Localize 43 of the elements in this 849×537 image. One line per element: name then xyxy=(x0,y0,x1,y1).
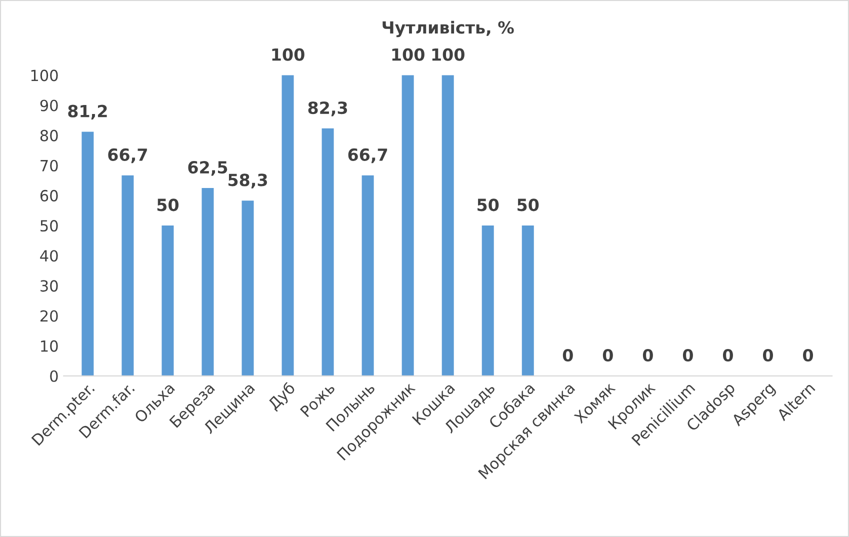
y-tick-label: 90 xyxy=(40,100,58,112)
data-label: 100 xyxy=(432,48,464,61)
data-label: 82,3 xyxy=(308,101,348,116)
chart-title: Чутливість, % xyxy=(382,20,514,38)
data-label: 50 xyxy=(518,198,539,212)
bar xyxy=(242,200,254,376)
data-label: 0 xyxy=(762,348,773,362)
y-tick-label: 60 xyxy=(40,190,58,202)
y-tick-label: 70 xyxy=(40,160,58,172)
data-label: 0 xyxy=(602,348,613,362)
data-label: 100 xyxy=(392,48,424,61)
y-tick-label: 100 xyxy=(31,70,58,82)
bar xyxy=(202,188,214,376)
y-tick-label: 40 xyxy=(40,250,58,262)
data-label: 0 xyxy=(642,348,653,362)
bar xyxy=(482,226,494,376)
bar xyxy=(282,75,294,376)
data-label: 0 xyxy=(562,348,573,362)
y-tick-label: 20 xyxy=(40,310,58,322)
data-label: 66,7 xyxy=(108,148,147,164)
y-tick-label: 10 xyxy=(41,340,58,352)
data-label: 81,2 xyxy=(68,104,107,120)
bar xyxy=(122,175,134,376)
data-label: 50 xyxy=(478,198,499,212)
bar xyxy=(402,75,414,376)
bar xyxy=(362,175,374,376)
bar xyxy=(162,226,174,376)
data-label: 66,7 xyxy=(348,148,388,164)
data-label: 0 xyxy=(803,348,814,362)
data-label: 50 xyxy=(157,198,179,212)
data-label: 100 xyxy=(272,48,304,61)
data-label: 62,5 xyxy=(188,161,228,176)
bar xyxy=(82,132,94,376)
bar xyxy=(322,128,334,376)
y-tick-label: 80 xyxy=(40,130,58,142)
y-tick-label: 0 xyxy=(50,370,58,382)
data-label: 0 xyxy=(722,348,733,362)
y-tick-label: 50 xyxy=(40,220,58,232)
y-tick-label: 30 xyxy=(40,280,58,292)
data-label: 58,3 xyxy=(228,174,267,188)
data-label: 0 xyxy=(682,348,693,362)
bar xyxy=(442,75,454,376)
bar xyxy=(522,226,534,376)
